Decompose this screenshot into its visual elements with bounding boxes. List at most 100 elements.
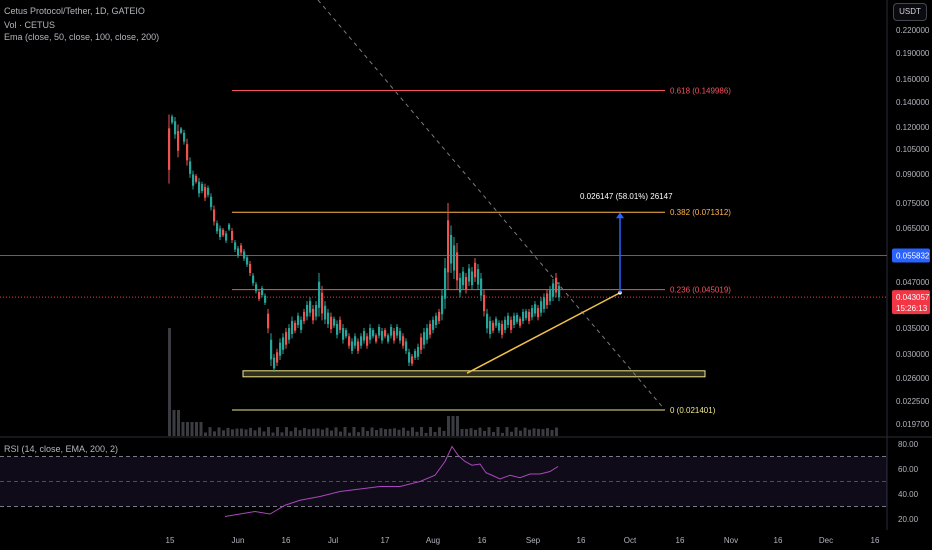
candle-body (285, 332, 288, 345)
candle-body (186, 144, 189, 161)
candle-body (219, 228, 222, 238)
candle-body (300, 319, 303, 330)
candle-body (480, 278, 483, 296)
volume-bar (528, 429, 531, 436)
candle-body (507, 315, 510, 325)
candle-body (435, 315, 438, 325)
hline-price-badge (892, 248, 930, 263)
candle-body (453, 245, 456, 271)
currency-button[interactable]: USDT (893, 3, 927, 21)
volume-bar (244, 429, 248, 436)
candle-body (183, 132, 186, 142)
candle-body (333, 318, 336, 326)
candle-body (306, 305, 309, 317)
volume-bar (181, 422, 185, 436)
candle-body (171, 116, 174, 123)
volume-bars (168, 328, 558, 436)
volume-bar (258, 427, 261, 436)
volume-bar (271, 432, 275, 436)
candle-body (279, 342, 282, 356)
price-tick-label: 0.065000 (896, 224, 930, 233)
volume-bar (420, 427, 423, 436)
rsi-legend[interactable]: RSI (14, close, EMA, 200, 2) (4, 444, 119, 454)
candle-body (315, 305, 318, 317)
volume-bar (217, 427, 221, 436)
candle-body (393, 331, 396, 341)
ascending-trendline (466, 292, 621, 374)
candle-body (348, 336, 351, 346)
candle-body (444, 268, 447, 299)
volume-bar (429, 427, 432, 436)
candle-body (429, 323, 432, 335)
candle-body (540, 301, 543, 313)
volume-bar (226, 427, 230, 436)
candle-body (297, 315, 300, 325)
candle-body (372, 330, 375, 337)
volume-bar (172, 410, 176, 436)
candle-body (456, 252, 459, 281)
candle-body (396, 327, 399, 336)
volume-bar (402, 427, 405, 436)
hline-price-badge-label: 0.055832 (896, 252, 930, 261)
candle-body (498, 322, 501, 331)
candle-body (177, 131, 180, 151)
volume-bar (186, 422, 189, 436)
candle-body (327, 312, 330, 325)
volume-bar (541, 429, 545, 436)
candle-body (339, 319, 342, 330)
candle-body (192, 174, 195, 186)
candle-body (231, 231, 234, 240)
ema-legend[interactable]: Ema (close, 50, close, 100, close, 200) (4, 32, 160, 42)
candle-body (426, 328, 429, 340)
candle-body (474, 262, 477, 278)
measure-label: 0.026147 (58.01%) 26147 (580, 192, 673, 201)
candle-body (216, 223, 219, 232)
candle-body (282, 337, 285, 350)
time-tick-label: Nov (724, 536, 738, 545)
time-tick-label: 16 (478, 536, 487, 545)
candle-body (168, 128, 171, 170)
rsi-tick-label: 60.00 (898, 465, 919, 474)
candle-body (492, 322, 495, 331)
candle-body (417, 346, 420, 357)
candle-body (483, 295, 486, 312)
candle-body (423, 332, 426, 345)
candle-body (501, 323, 504, 335)
volume-bar (190, 422, 194, 436)
candle-body (345, 330, 348, 337)
volume-bar (280, 432, 284, 436)
candle-body (489, 320, 492, 335)
volume-bar (465, 428, 468, 436)
volume-bar (555, 427, 558, 436)
price-tick-label: 0.030000 (896, 350, 930, 359)
time-tick-label: Oct (624, 536, 637, 545)
candle-body (240, 245, 243, 253)
volume-bar (303, 427, 306, 436)
candle-body (516, 314, 519, 322)
candle-body (447, 220, 450, 273)
candle-body (387, 335, 390, 342)
volume-bar (330, 430, 333, 436)
price-tick-label: 0.160000 (896, 75, 930, 84)
volume-bar (366, 431, 369, 436)
symbol-title[interactable]: Cetus Protocol/Tether, 1D, GATEIO (4, 6, 145, 16)
volume-bar (298, 430, 302, 436)
candle-body (207, 187, 210, 195)
volume-bar (285, 427, 288, 436)
volume-bar (177, 410, 180, 436)
volume-bar (510, 431, 513, 436)
candle-body (276, 352, 279, 363)
candle-body (363, 331, 366, 341)
volume-bar (343, 427, 347, 436)
candle-body (471, 271, 474, 286)
candle-body (381, 331, 384, 341)
volume-bar (195, 422, 198, 436)
candle-body (357, 341, 360, 351)
price-tick-label: 0.075000 (896, 199, 930, 208)
volume-bar (235, 428, 239, 436)
volume-legend[interactable]: Vol · CETUS (4, 20, 56, 30)
volume-bar (204, 432, 207, 436)
candle-body (303, 311, 306, 322)
candle-body (531, 308, 534, 318)
